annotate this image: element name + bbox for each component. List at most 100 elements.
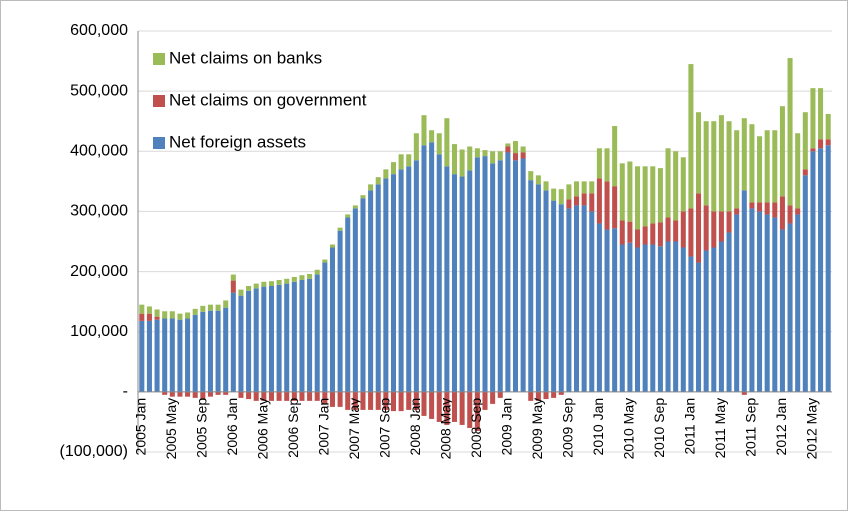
bar-segment [749, 208, 755, 392]
bar-segment [261, 391, 267, 401]
bar-segment [749, 124, 755, 203]
bar-segment [406, 391, 412, 410]
bar-segment [543, 190, 549, 392]
bar-segment [566, 208, 572, 392]
bar-segment [200, 311, 206, 392]
bar-segment [329, 391, 335, 407]
bar-segment [284, 391, 290, 401]
x-tick-label: 2012 May [804, 398, 820, 459]
bar-segment [589, 181, 595, 194]
bar-segment [779, 196, 785, 230]
bar-segment [566, 184, 572, 200]
bar-segment [604, 229, 610, 392]
bar-segment [573, 181, 580, 197]
bar-segment [459, 149, 465, 177]
bar-segment [711, 121, 717, 212]
bar-segment [169, 318, 175, 392]
bar-segment [185, 312, 191, 319]
bar-segment [818, 88, 824, 140]
y-tick-label: - [123, 383, 128, 400]
bar-segment [635, 166, 641, 230]
bar-segment [696, 262, 702, 392]
bar-segment [642, 166, 648, 227]
bar-segment [436, 154, 442, 392]
x-tick-label: 2005 Jan [133, 398, 149, 456]
bar-segment [673, 241, 679, 392]
bar-segment [772, 217, 778, 392]
bar-segment [589, 211, 595, 392]
bar-segment [612, 126, 618, 187]
bar-segment [764, 214, 770, 392]
x-tick-label: 2006 Jan [224, 398, 240, 456]
bar-segment [665, 217, 671, 242]
bar-segment [230, 280, 236, 293]
bar-segment [802, 169, 808, 176]
x-tick-label: 2007 May [346, 398, 362, 459]
bar-segment [673, 151, 679, 221]
bar-segment [413, 133, 419, 161]
bar-segment [459, 391, 465, 425]
bar-segment [673, 220, 679, 242]
bar-segment [368, 184, 374, 191]
bar-segment [795, 133, 801, 209]
bar-segment [314, 274, 320, 392]
bar-segment [451, 144, 458, 175]
bar-segment [238, 391, 244, 398]
bar-segment [825, 145, 831, 392]
bar-segment [596, 148, 602, 179]
x-tick-label: 2010 May [621, 398, 637, 459]
bar-segment [535, 391, 541, 401]
bar-segment [322, 391, 328, 404]
bar-segment [459, 176, 465, 392]
x-tick-label: 2010 Sep [651, 398, 667, 458]
bar-segment [429, 142, 435, 392]
bar-segment [169, 391, 175, 397]
bar-segment [413, 160, 419, 392]
bar-segment [223, 307, 229, 392]
bar-segment [467, 391, 473, 428]
bar-segment [345, 391, 351, 410]
bar-segment [627, 161, 633, 222]
bar-segment [230, 292, 236, 392]
bar-segment [154, 316, 160, 320]
bar-segment [757, 211, 763, 392]
bar-segment [360, 391, 366, 410]
bar-segment [772, 202, 778, 218]
bar-segment [718, 241, 724, 392]
bar-segment [665, 241, 671, 392]
bar-segment [223, 300, 229, 308]
bar-segment [291, 276, 297, 282]
bar-segment [474, 157, 480, 392]
bar-segment [734, 130, 740, 209]
bar-segment [360, 195, 366, 199]
bar-segment [253, 283, 259, 289]
bar-segment [474, 391, 480, 431]
bar-segment [497, 151, 503, 161]
bar-segment [329, 247, 335, 392]
bar-segment [192, 308, 198, 315]
bar-segment [741, 190, 747, 392]
bar-segment [238, 295, 244, 392]
bar-segment [520, 146, 526, 153]
bar-segment [215, 304, 221, 311]
bar-segment [223, 391, 229, 395]
bar-segment [657, 246, 663, 392]
bar-segment [795, 214, 801, 392]
bar-segment [329, 244, 335, 248]
bar-segment [703, 121, 709, 206]
bar-segment [444, 166, 450, 392]
y-tick-label: 400,000 [70, 143, 128, 160]
x-tick-label: 2011 Jan [682, 398, 698, 455]
y-tick-label: 300,000 [70, 203, 128, 220]
bar-segment [734, 214, 740, 392]
bar-segment [741, 118, 747, 191]
bar-segment [741, 391, 747, 395]
bar-segment [253, 391, 259, 401]
bar-segment [169, 311, 175, 319]
bar-segment [825, 113, 831, 140]
x-tick-label: 2008 Sep [468, 398, 484, 458]
bar-segment [627, 221, 633, 243]
bar-segment [383, 178, 389, 392]
bar-segment [276, 391, 282, 401]
bar-segment [322, 259, 328, 263]
